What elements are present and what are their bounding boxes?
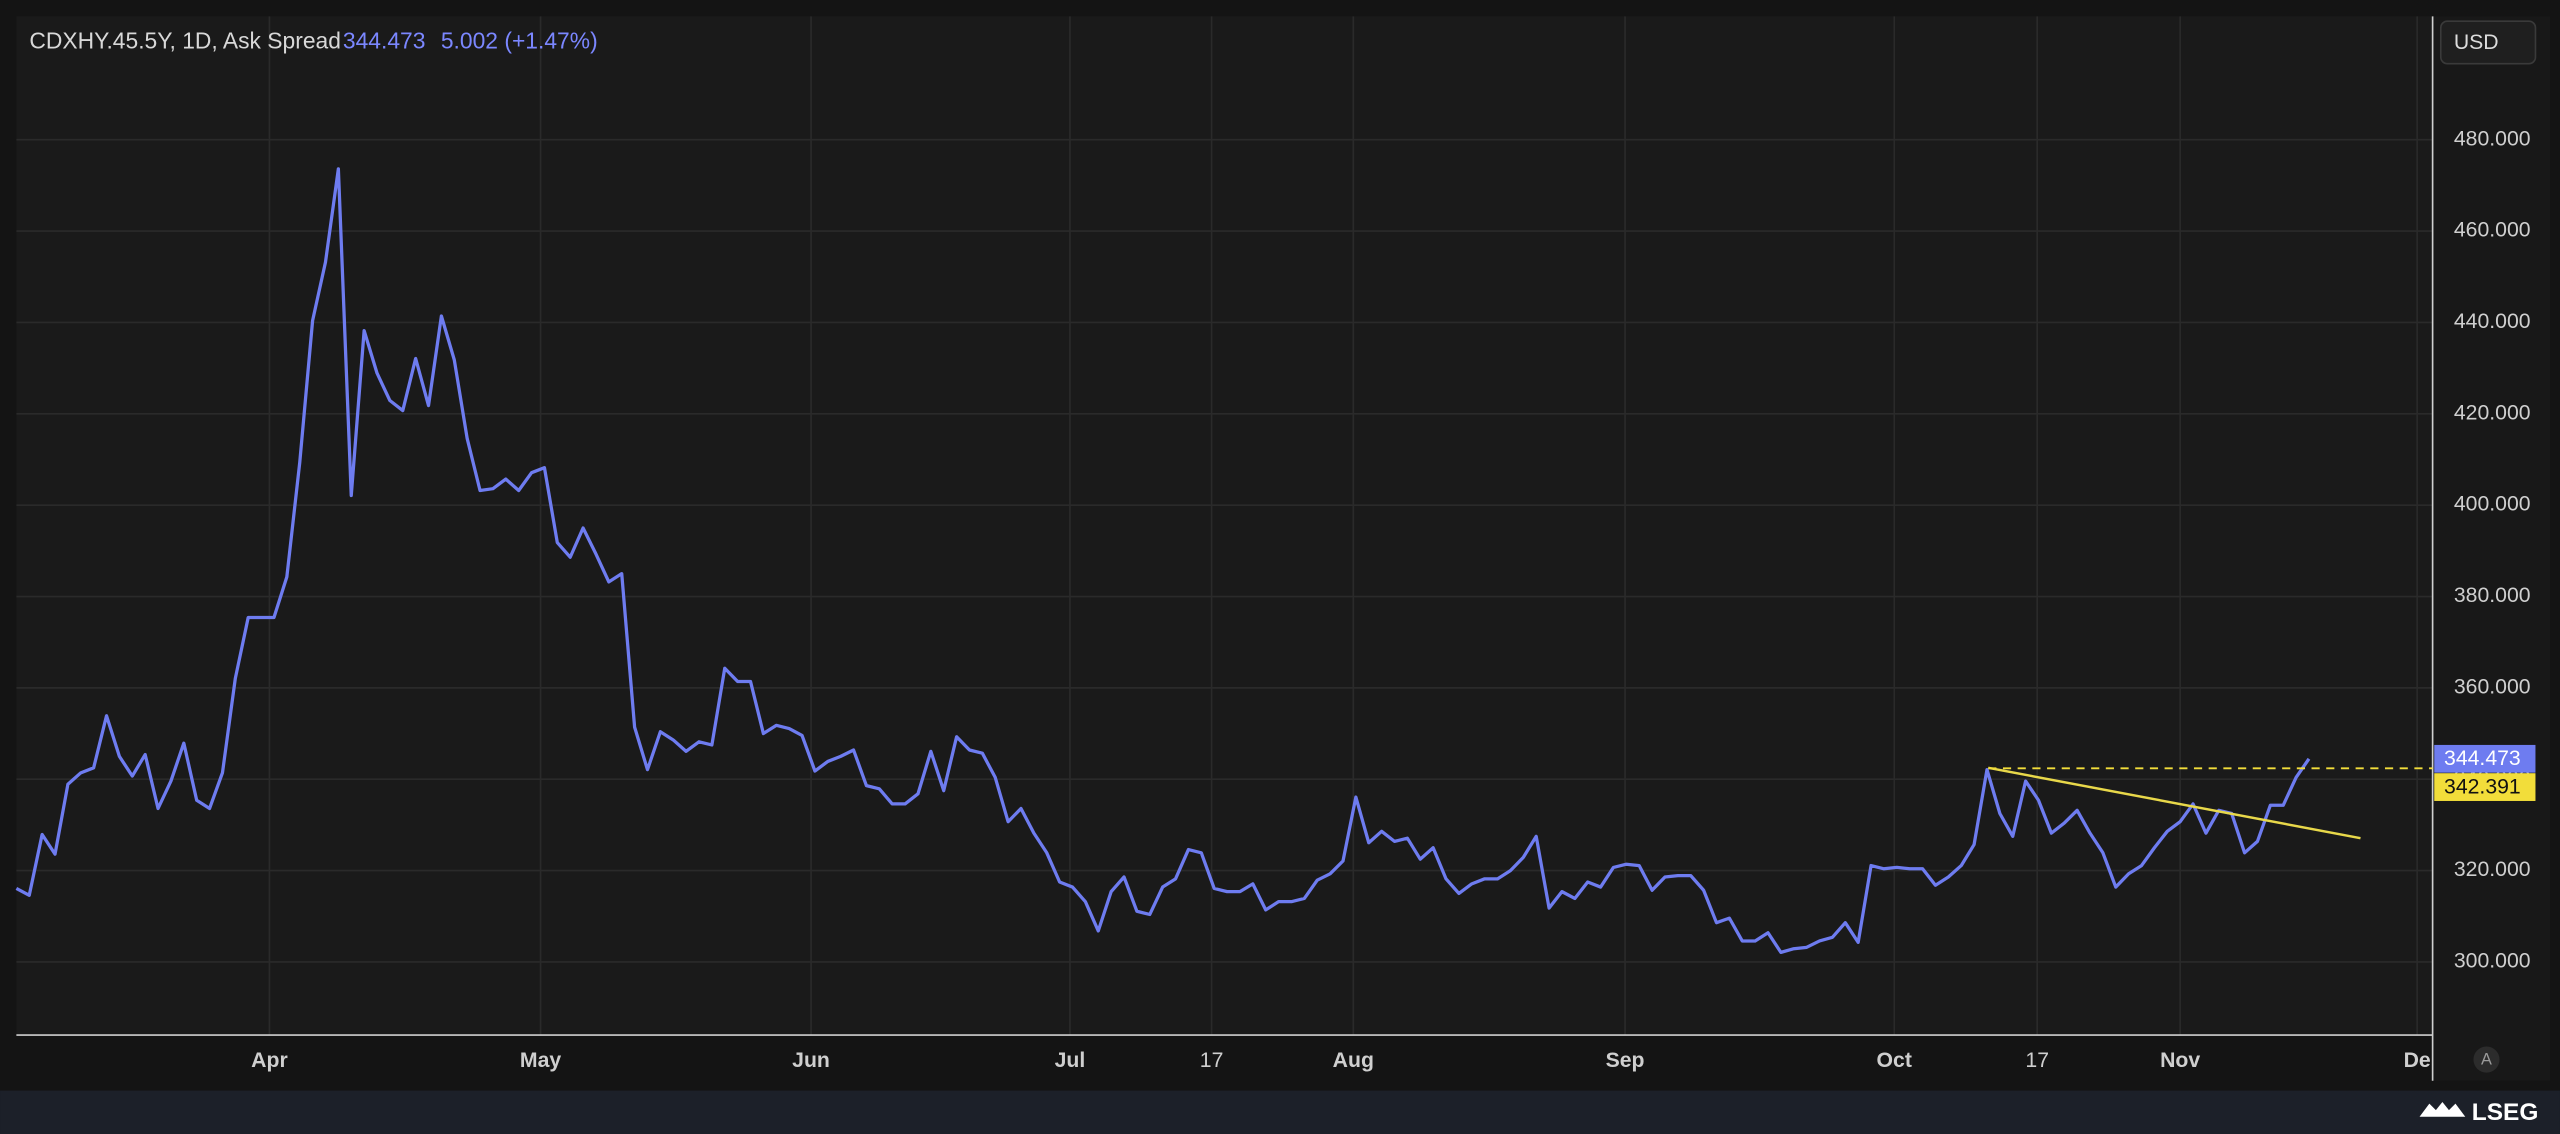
trendline — [1988, 766, 2361, 840]
x-tick-label: 17 — [2025, 1049, 2049, 1072]
chart-title: CDXHY.45.5Y, 1D, Ask Spread — [29, 27, 341, 53]
x-tick-label: Sep — [1606, 1049, 1645, 1072]
level-price-label: 342.391 — [2444, 776, 2521, 799]
currency-label[interactable]: USD — [2454, 31, 2499, 54]
x-tick-label: Jun — [792, 1049, 830, 1072]
x-tick-label: De — [2404, 1049, 2431, 1072]
level-price-box — [2434, 773, 2536, 801]
auto-scale-button[interactable] — [2473, 1046, 2500, 1073]
y-tick-label: 300.000 — [2454, 950, 2531, 973]
y-tick-label: 380.000 — [2454, 584, 2531, 607]
last-price-label: 344.473 — [2444, 747, 2521, 770]
plot-area — [16, 16, 2433, 1036]
y-tick-label: 440.000 — [2454, 310, 2531, 333]
x-tick-label: Aug — [1333, 1049, 1374, 1072]
x-tick-label: Apr — [251, 1049, 288, 1072]
x-tick-label: Nov — [2160, 1049, 2200, 1072]
x-tick-label: 17 — [1200, 1049, 1224, 1072]
brand-icon — [2419, 1102, 2466, 1117]
last-value: 344.473 — [343, 27, 426, 53]
x-tick-label: May — [520, 1049, 561, 1072]
auto-scale-label[interactable]: A — [2481, 1051, 2492, 1069]
y-tick-label: 420.000 — [2454, 401, 2531, 424]
price-axis — [2432, 16, 2551, 1081]
last-price-box — [2434, 744, 2536, 773]
y-tick-label: 320.000 — [2454, 858, 2531, 881]
y-tick-label: 400.000 — [2454, 493, 2531, 516]
y-tick-label: 480.000 — [2454, 127, 2531, 150]
footer-bar — [0, 1090, 2560, 1134]
x-tick-label: Jul — [1055, 1049, 1086, 1072]
grid — [16, 16, 2433, 1036]
change: 5.002 (+1.47%) — [441, 27, 598, 53]
x-tick-label: Oct — [1877, 1049, 1912, 1072]
currency-button[interactable] — [2439, 20, 2537, 65]
y-tick-label: 460.000 — [2454, 219, 2531, 242]
series-line — [15, 167, 2311, 955]
brand: LSEG — [2472, 1099, 2539, 1126]
y-tick-label: 360.000 — [2454, 675, 2531, 698]
